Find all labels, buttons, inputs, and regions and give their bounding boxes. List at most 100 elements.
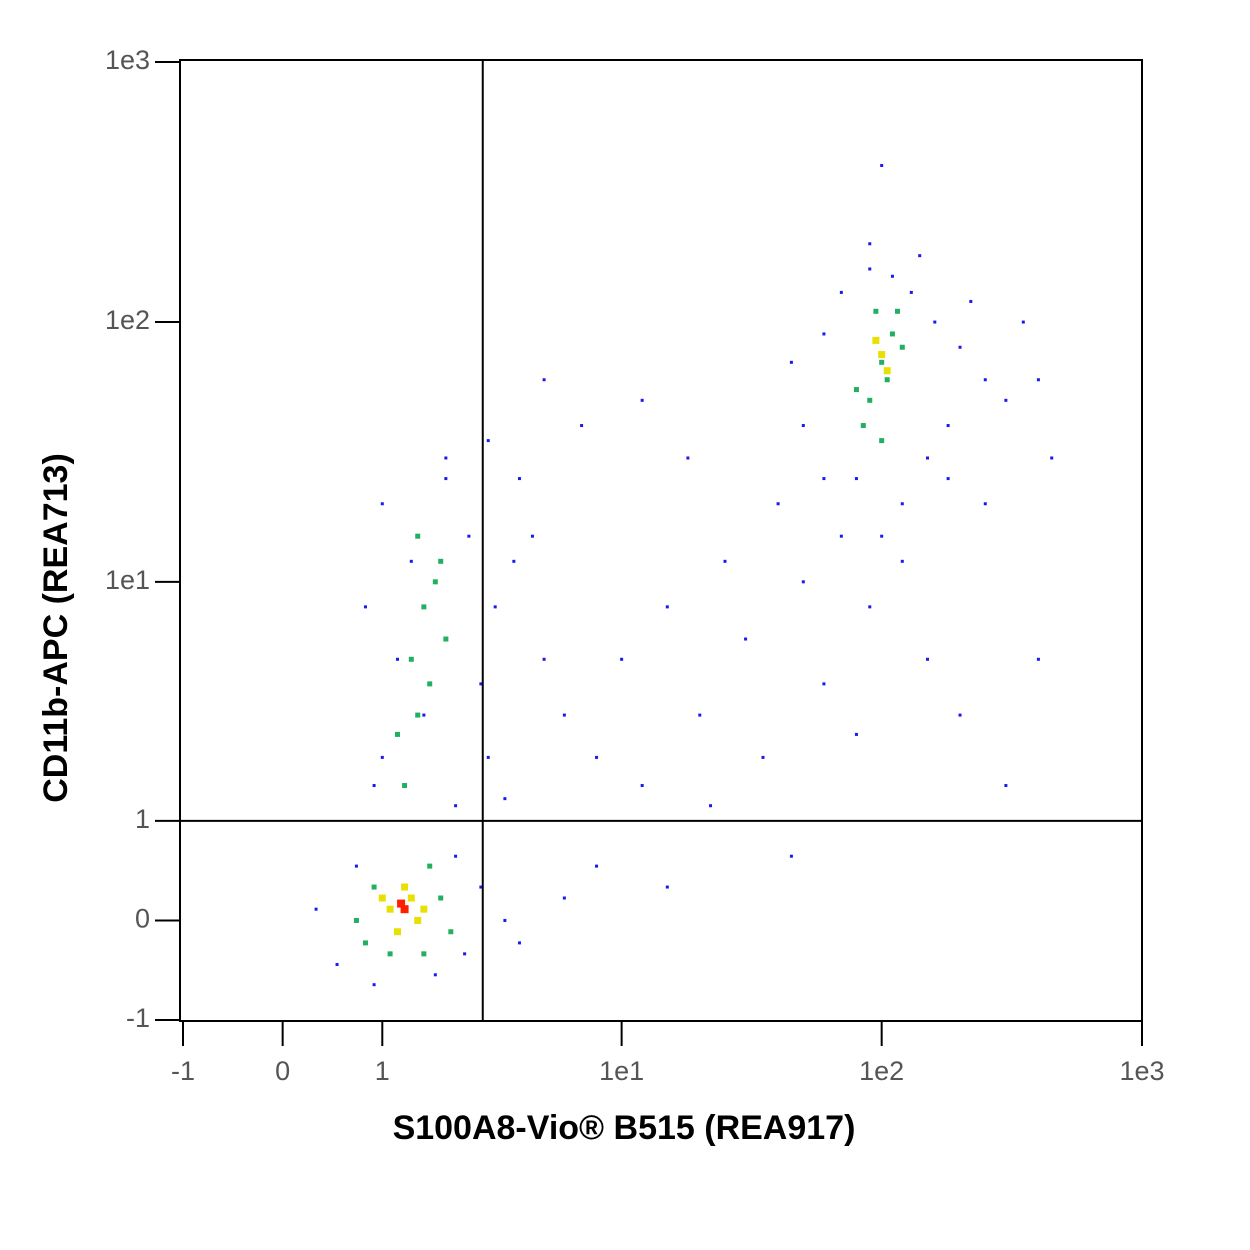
event-dot xyxy=(380,755,384,759)
event-dot xyxy=(380,502,384,506)
event-dot xyxy=(414,916,422,924)
event-dot xyxy=(926,456,930,460)
event-dot xyxy=(789,854,793,858)
event-dot xyxy=(822,332,826,336)
event-dot xyxy=(479,885,483,889)
event-dot xyxy=(761,755,765,759)
event-dot xyxy=(395,731,401,737)
event-dot xyxy=(709,804,713,808)
event-dot xyxy=(503,797,507,801)
event-dot xyxy=(880,534,884,538)
event-dot xyxy=(698,713,702,717)
event-dot xyxy=(868,242,872,246)
event-dot xyxy=(415,712,421,718)
y-tick-label: 0 xyxy=(135,904,150,934)
event-dot xyxy=(789,360,793,364)
event-dot xyxy=(542,657,546,661)
event-dot xyxy=(872,336,880,344)
event-dot xyxy=(958,345,962,349)
event-dot xyxy=(640,784,644,788)
event-dot xyxy=(420,905,428,913)
y-tick-label: 1e3 xyxy=(105,45,150,75)
event-dot xyxy=(354,864,358,868)
y-tick-label: -1 xyxy=(126,1003,150,1033)
event-dot xyxy=(1004,398,1008,402)
event-dot xyxy=(665,885,669,889)
event-dot xyxy=(1021,320,1025,324)
event-dot xyxy=(926,657,930,661)
event-dot xyxy=(983,378,987,382)
event-dot xyxy=(880,163,884,167)
event-dot xyxy=(854,732,858,736)
event-dot xyxy=(408,656,414,662)
y-tick-label: 1e1 xyxy=(105,565,150,595)
x-tick-label: -1 xyxy=(171,1056,195,1086)
event-dot xyxy=(394,928,402,936)
event-dot xyxy=(822,477,826,481)
event-dot xyxy=(421,604,427,610)
event-dot xyxy=(400,905,409,914)
event-dot xyxy=(909,290,913,294)
event-dot xyxy=(415,533,421,539)
event-dot xyxy=(868,267,872,271)
event-dot xyxy=(900,502,904,506)
x-axis-title: S100A8-Vio® B515 (REA917) xyxy=(393,1109,856,1147)
event-dot xyxy=(530,534,534,538)
event-dot xyxy=(918,254,922,258)
y-axis-title: CD11b-APC (REA713) xyxy=(37,453,75,803)
event-dot xyxy=(401,883,409,891)
event-dot xyxy=(776,502,780,506)
event-dot xyxy=(933,320,937,324)
event-dot xyxy=(517,941,521,945)
event-dot xyxy=(427,681,433,687)
event-dot xyxy=(894,308,900,314)
event-dot xyxy=(969,299,973,303)
event-dot xyxy=(899,344,905,350)
event-dot xyxy=(503,918,507,922)
event-dot xyxy=(542,378,546,382)
event-dot xyxy=(839,534,843,538)
event-dot xyxy=(409,559,413,563)
event-dot xyxy=(868,605,872,609)
event-dot xyxy=(372,983,376,987)
event-dot xyxy=(854,477,858,481)
event-dot xyxy=(839,290,843,294)
event-dot xyxy=(467,534,471,538)
event-dot xyxy=(433,973,437,977)
x-tick-label: 1e3 xyxy=(1119,1056,1164,1086)
event-dot xyxy=(422,713,426,717)
event-dot xyxy=(853,387,859,393)
event-dot xyxy=(421,951,427,957)
event-dot xyxy=(686,456,690,460)
event-dot xyxy=(801,424,805,428)
event-dot xyxy=(438,895,444,901)
event-dot xyxy=(454,804,458,808)
event-dot xyxy=(1004,784,1008,788)
event-dot xyxy=(479,682,483,686)
event-dot xyxy=(454,854,458,858)
event-dot xyxy=(744,637,748,641)
event-dot xyxy=(946,477,950,481)
event-dot xyxy=(314,907,318,911)
event-dot xyxy=(378,894,386,902)
x-tick-label: 1e1 xyxy=(599,1056,644,1086)
event-dot xyxy=(438,558,444,564)
event-dot xyxy=(562,713,566,717)
event-dot xyxy=(958,713,962,717)
event-dot xyxy=(387,951,393,957)
y-tick-label: 1 xyxy=(135,804,150,834)
event-dot xyxy=(396,657,400,661)
event-dot xyxy=(512,559,516,563)
event-dot xyxy=(407,894,415,902)
event-dot xyxy=(1036,378,1040,382)
event-dot xyxy=(362,940,368,946)
event-dot xyxy=(372,784,376,788)
event-dot xyxy=(723,559,727,563)
event-dot xyxy=(801,580,805,584)
event-dot xyxy=(879,438,885,444)
event-dot xyxy=(983,502,987,506)
event-dot xyxy=(335,963,339,967)
event-dot xyxy=(427,863,433,869)
event-dot xyxy=(595,864,599,868)
